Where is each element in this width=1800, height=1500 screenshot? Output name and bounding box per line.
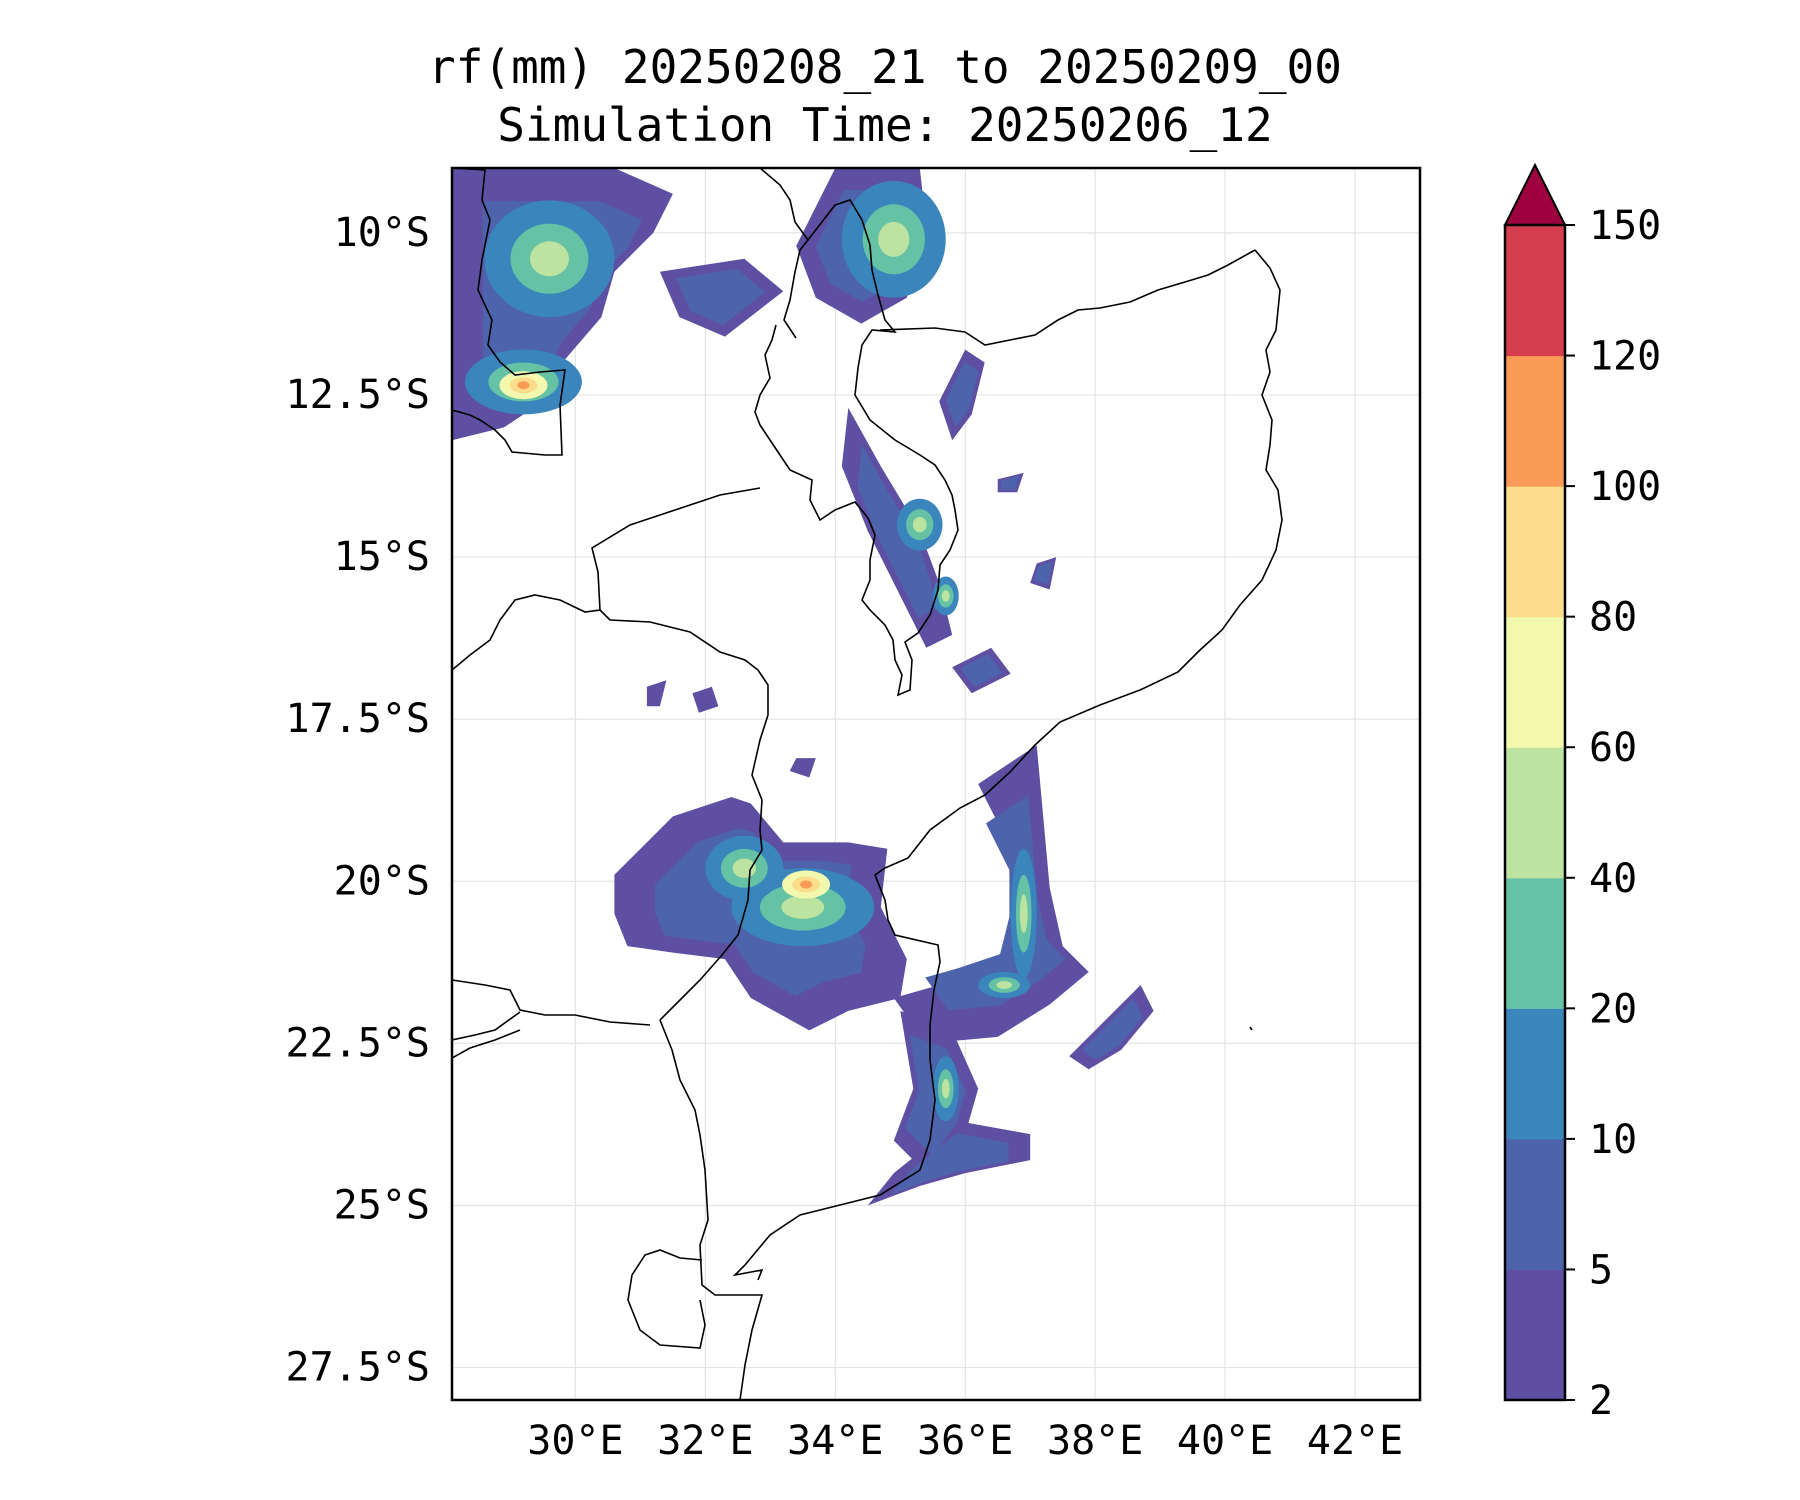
lon-tick-label: 34°E — [787, 1418, 883, 1464]
rain-cell-northwest-band — [452, 168, 946, 441]
lon-tick-label: 38°E — [1047, 1418, 1143, 1464]
colorbar: 2 5 10 20 40 60 80 100 120 150 — [1503, 162, 1661, 1424]
border-zambia-malawi-tanzania — [452, 168, 566, 456]
lon-tick-label: 30°E — [527, 1418, 623, 1464]
colorbar-segment — [1505, 747, 1565, 879]
rain-contour-5-10mm — [891, 1133, 1009, 1195]
rain-contour-5-10mm — [1033, 561, 1053, 585]
lat-tick-label: 17.5°S — [286, 696, 431, 742]
border-zimbabwe-mozambique — [599, 609, 769, 1021]
rain-contour-40-60mm — [1019, 894, 1028, 934]
colorbar-label: 80 — [1589, 595, 1637, 641]
map-background — [452, 168, 1420, 1400]
country-borders — [452, 168, 1283, 1400]
colorbar-segment — [1505, 1269, 1565, 1401]
colorbar-frame — [1503, 223, 1567, 1402]
rain-cell-lake-malawi — [841, 349, 1057, 694]
rain-peak — [517, 381, 530, 390]
latitude-ticks: 10°S 12.5°S 15°S 17.5°S 20°S 22.5°S 25°S 27.5°S — [286, 210, 431, 1391]
colorbar-extend-arrow — [1503, 162, 1567, 226]
border-malawi-mozambique-north — [879, 249, 1256, 346]
colorbar-segment — [1505, 1138, 1565, 1271]
rain-contour-40-60mm — [996, 981, 1013, 989]
border-zimbabwe-south-africa — [452, 979, 651, 1026]
rain-contour-40-60mm — [529, 241, 569, 277]
rain-contour-40-60mm — [732, 858, 757, 879]
rain-contour-40-60mm — [878, 221, 910, 257]
rain-contour-40-60mm — [912, 516, 927, 533]
map-frame — [450, 166, 1422, 1402]
map-area[interactable] — [452, 168, 1420, 1400]
lat-tick-label: 27.5°S — [286, 1345, 431, 1391]
lat-tick-label: 22.5°S — [286, 1020, 431, 1066]
colorbar-label: 60 — [1589, 725, 1637, 771]
lon-tick-label: 32°E — [657, 1418, 753, 1464]
lat-tick-label: 12.5°S — [286, 372, 431, 418]
colorbar-segment — [1505, 616, 1565, 748]
title-block: rf(mm) 20250208_21 to 20250209_00 Simula… — [380, 38, 1390, 154]
rain-contour-5-10mm — [649, 684, 664, 703]
rain-contour-40-60mm — [941, 590, 950, 602]
lat-tick-label: 15°S — [334, 534, 430, 580]
colorbar-segment — [1505, 355, 1565, 487]
rain-contour-5-10mm — [793, 760, 813, 775]
border-zambia-mozambique — [452, 487, 761, 671]
gridlines — [452, 168, 1420, 1400]
border-eswatini — [627, 1249, 706, 1349]
title-line-1: rf(mm) 20250208_21 to 20250209_00 — [428, 40, 1342, 94]
lat-tick-label: 10°S — [334, 210, 430, 256]
rain-contour-5-10mm — [945, 361, 979, 428]
lat-tick-label: 20°S — [334, 858, 430, 904]
colorbar-label: 5 — [1589, 1247, 1613, 1293]
border-botswana-zimbabwe — [452, 1011, 521, 1059]
rainfall-layer — [452, 168, 1154, 1206]
coastline — [732, 249, 1283, 1281]
colorbar-segment — [1505, 225, 1565, 357]
island-dot — [1249, 1026, 1253, 1031]
lat-tick-label: 25°S — [334, 1182, 430, 1228]
colorbar-label: 20 — [1589, 986, 1637, 1032]
lon-tick-label: 36°E — [917, 1418, 1013, 1464]
rain-cell-zimbabwe-mozambique — [614, 797, 907, 1031]
rain-cell-sofala-coast-arc — [867, 745, 1154, 1206]
colorbar-label: 100 — [1589, 464, 1661, 510]
rain-peak — [800, 880, 813, 889]
rain-cell-small-cell-west — [646, 680, 816, 778]
rain-contour-5-10mm — [1081, 998, 1143, 1060]
title-line-2: Simulation Time: 20250206_12 — [497, 98, 1273, 152]
rain-contour-5-10mm — [960, 654, 1003, 687]
lon-tick-label: 40°E — [1177, 1418, 1273, 1464]
rain-contour-40-60mm — [781, 895, 825, 919]
colorbar-label: 40 — [1589, 856, 1637, 902]
rain-contour-5-10mm — [857, 445, 937, 618]
rain-contour-5-10mm — [676, 268, 766, 325]
colorbar-label: 150 — [1589, 203, 1661, 249]
lon-tick-label: 42°E — [1307, 1418, 1403, 1464]
colorbar-segment — [1505, 486, 1565, 618]
rain-contour-5-10mm — [1000, 475, 1020, 490]
rain-contour-5-10mm — [696, 690, 715, 709]
colorbar-label: 10 — [1589, 1117, 1637, 1163]
colorbar-label: 2 — [1589, 1378, 1613, 1424]
border-malawi — [754, 199, 959, 697]
border-south-africa-mozambique — [659, 1019, 764, 1400]
colorbar-label: 120 — [1589, 334, 1661, 380]
rain-contour-40-60mm — [941, 1079, 950, 1099]
border-malawi-tanzania — [759, 168, 810, 339]
longitude-ticks: 30°E 32°E 34°E 36°E 38°E 40°E 42°E — [527, 1418, 1403, 1464]
colorbar-segment — [1505, 1008, 1565, 1140]
colorbar-segment — [1505, 877, 1565, 1009]
